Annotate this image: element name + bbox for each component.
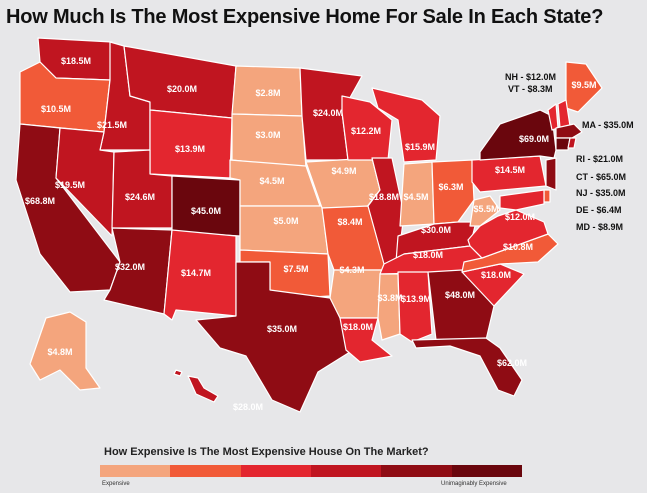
state-value-label-ks: $5.0M	[273, 216, 298, 226]
state-value-label-wi: $12.2M	[351, 126, 381, 136]
legend-swatch-2	[170, 465, 241, 477]
state-va	[467, 209, 549, 259]
state-value-label-il: $18.8M	[369, 192, 399, 202]
legend-swatch-6	[451, 465, 522, 477]
state-value-label-sc: $18.0M	[481, 270, 511, 280]
state-value-label-ak: $4.8M	[47, 347, 72, 357]
side-label-de: DE - $6.4M	[576, 205, 622, 215]
state-value-label-nd: $2.8M	[255, 88, 280, 98]
state-value-label-hi: $28.0M	[233, 402, 263, 412]
state-value-label-wv: $5.5M	[473, 204, 498, 214]
map-title: How Much Is The Most Expensive Home For …	[6, 6, 604, 28]
state-value-label-id: $21.5M	[97, 120, 127, 130]
state-value-label-fl: $62.0M	[497, 358, 527, 368]
legend-swatch-3	[240, 465, 311, 477]
side-label-nj: NJ - $35.0M	[576, 188, 626, 198]
state-value-label-ca: $68.8M	[25, 196, 55, 206]
state-tx	[195, 261, 357, 413]
state-value-label-al: $13.9M	[401, 294, 431, 304]
state-value-label-me: $9.5M	[571, 80, 596, 90]
state-value-label-ia: $4.9M	[331, 166, 356, 176]
state-value-label-wa: $18.5M	[61, 56, 91, 66]
state-value-label-pa: $14.5M	[495, 165, 525, 175]
state-value-label-co: $45.0M	[191, 206, 221, 216]
side-label-md: MD - $8.9M	[576, 222, 623, 232]
state-value-label-ny: $69.0M	[519, 134, 549, 144]
state-nj	[545, 157, 557, 191]
state-value-label-tx: $35.0M	[267, 324, 297, 334]
state-sd	[231, 113, 307, 169]
legend-high-label: Unimaginably Expensive	[441, 481, 507, 487]
state-nm	[163, 229, 237, 321]
state-value-label-mn: $24.0M	[313, 108, 343, 118]
state-md	[499, 189, 545, 211]
state-value-label-sd: $3.0M	[255, 130, 280, 140]
state-value-label-az: $32.0M	[115, 262, 145, 272]
state-mi	[371, 87, 441, 163]
state-al	[397, 271, 433, 343]
state-value-label-ms: $3.8M	[377, 293, 402, 303]
state-value-label-nm: $14.7M	[181, 268, 211, 278]
state-value-label-la: $18.0M	[343, 322, 373, 332]
side-label-ri: RI - $21.0M	[576, 154, 623, 164]
state-value-label-oh: $6.3M	[438, 182, 463, 192]
state-fl	[411, 337, 523, 397]
state-de	[543, 189, 551, 203]
state-ar	[329, 269, 383, 319]
state-value-label-or: $10.5M	[41, 104, 71, 114]
state-ak	[29, 311, 101, 391]
state-ri	[567, 137, 577, 149]
state-value-label-ok: $7.5M	[283, 264, 308, 274]
legend-swatch-4	[310, 465, 382, 477]
side-label-ct: CT - $65.0M	[576, 172, 626, 182]
state-value-label-ar: $4.3M	[339, 265, 364, 275]
state-value-label-ut: $24.6M	[125, 192, 155, 202]
state-hi	[173, 369, 219, 403]
state-ct	[555, 137, 571, 151]
state-ks	[239, 205, 329, 255]
side-label-ma: MA - $35.0M	[582, 120, 634, 130]
legend-low-label: Expensive	[102, 481, 130, 487]
state-ms	[377, 273, 401, 341]
legend-swatch-5	[381, 465, 452, 477]
state-value-label-ne: $4.5M	[259, 176, 284, 186]
state-value-label-mt: $20.0M	[167, 84, 197, 94]
side-label-vt: VT - $8.3M	[508, 84, 553, 94]
state-oh	[431, 159, 475, 225]
state-value-label-tn: $18.0M	[413, 250, 443, 260]
state-value-label-ga: $48.0M	[445, 290, 475, 300]
state-value-label-in: $4.5M	[403, 192, 428, 202]
state-value-label-nc: $10.8M	[503, 242, 533, 252]
state-value-label-mi: $15.9M	[405, 142, 435, 152]
side-label-nh: NH - $12.0M	[505, 72, 556, 82]
state-value-label-mo: $8.4M	[337, 217, 362, 227]
legend-color-scale	[100, 465, 522, 477]
state-value-label-va: $12.0M	[505, 212, 535, 222]
state-wv	[469, 195, 501, 227]
state-value-label-ky: $30.0M	[421, 225, 451, 235]
state-value-label-wy: $13.9M	[175, 144, 205, 154]
state-value-label-nv: $19.5M	[55, 180, 85, 190]
legend-title: How Expensive Is The Most Expensive Hous…	[104, 446, 429, 458]
legend-swatch-1	[100, 465, 171, 477]
state-ma	[555, 123, 583, 139]
